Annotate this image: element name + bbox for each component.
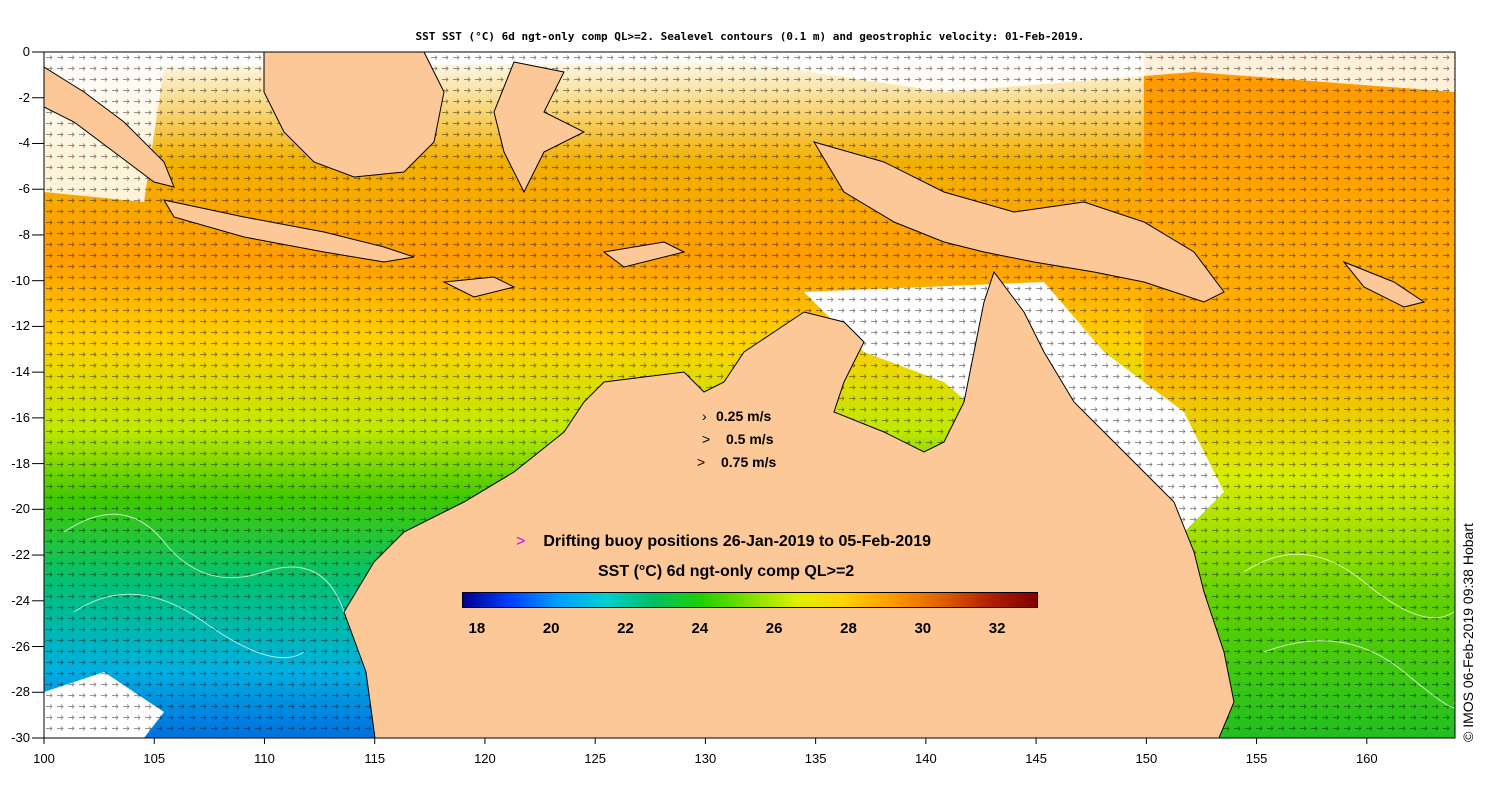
colorbar-tick-label: 30 <box>914 620 932 637</box>
y-tick-label: -2 <box>18 89 30 105</box>
new-guinea-landmass <box>812 141 1225 303</box>
velocity-arrow-icon: > <box>702 431 711 447</box>
velocity-arrow-icon: > <box>697 454 706 470</box>
y-tick-label: -8 <box>18 226 30 242</box>
colorbar-tick-label: 24 <box>691 620 709 637</box>
velocity-legend-05: >0.5 m/s <box>702 431 774 447</box>
y-tick-label: -6 <box>18 181 30 197</box>
solomon-islands <box>1342 260 1426 308</box>
x-tick-label: 125 <box>584 751 607 766</box>
map-frame-border <box>43 51 1456 739</box>
y-tick-label: -28 <box>11 684 30 700</box>
x-tick-label: 155 <box>1245 751 1268 766</box>
y-tick-label: -16 <box>11 409 30 425</box>
y-tick-label: -30 <box>11 730 30 745</box>
buoy-marker-icon: > <box>516 533 526 550</box>
y-tick-label: -20 <box>11 501 30 517</box>
y-tick-label: 0 <box>22 44 30 59</box>
colorbar-tick-label: 18 <box>468 620 486 637</box>
sulawesi-landmass <box>493 61 586 194</box>
y-tick-label: -24 <box>11 592 30 608</box>
colorbar-tick-label: 26 <box>765 620 783 637</box>
colorbar-title: SST (°C) 6d ngt-only comp QL>=2 <box>598 563 855 580</box>
sumatra-landmass <box>44 66 175 188</box>
sealevel-contour <box>1243 553 1455 619</box>
x-tick-label: 120 <box>474 751 496 766</box>
sst-colorbar <box>462 592 1038 608</box>
x-tick-label: 130 <box>694 751 717 766</box>
sst-map <box>44 52 1455 738</box>
x-tick-label: 150 <box>1135 751 1158 766</box>
velocity-arrow-icon: › <box>702 408 707 424</box>
timor-island <box>602 241 686 268</box>
x-tick-label: 135 <box>804 751 827 766</box>
x-tick-label: 145 <box>1025 751 1047 766</box>
y-tick-label: -14 <box>11 364 30 380</box>
x-tick-label: 140 <box>915 751 937 766</box>
y-tick-label: -18 <box>11 455 30 471</box>
x-tick-label: 160 <box>1355 751 1378 766</box>
colorbar-tick-label: 32 <box>988 620 1006 637</box>
y-tick-label: -10 <box>11 272 30 288</box>
borneo-landmass <box>263 52 445 178</box>
sealevel-contour <box>63 513 345 613</box>
y-tick-label: -22 <box>11 547 30 563</box>
colorbar-tick-label: 22 <box>617 620 634 637</box>
java-landmass <box>162 199 415 263</box>
buoy-legend: > Drifting buoy positions 26-Jan-2019 to … <box>516 533 931 550</box>
sst-map-canvas <box>44 52 1455 738</box>
velocity-legend-025: › 0.25 m/s <box>702 408 772 424</box>
credit-text: © IMOS 06-Feb-2019 09:38 Hobart <box>1460 523 1476 742</box>
x-tick-label: 110 <box>254 751 275 766</box>
x-tick-label: 115 <box>364 751 386 766</box>
sealevel-contour <box>1263 640 1455 709</box>
y-tick-label: -12 <box>11 318 30 334</box>
australia-landmass <box>343 270 1235 738</box>
sumba-island <box>442 276 516 298</box>
x-tick-label: 100 <box>33 751 55 766</box>
colorbar-tick-label: 28 <box>840 620 857 637</box>
colorbar-tick-label: 20 <box>542 620 560 637</box>
sealevel-contour <box>73 593 305 659</box>
map-title: SST SST (°C) 6d ngt-only comp QL>=2. Sea… <box>415 30 1085 43</box>
velocity-legend-075: >0.75 m/s <box>697 454 777 470</box>
y-tick-label: -4 <box>18 135 30 151</box>
y-tick-label: -26 <box>11 638 30 654</box>
x-tick-label: 105 <box>143 751 166 766</box>
